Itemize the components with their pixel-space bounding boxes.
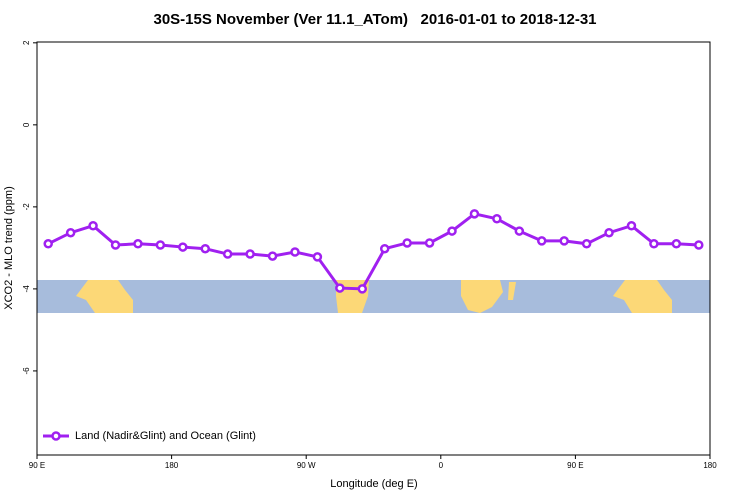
data-point xyxy=(424,238,435,248)
land-africa xyxy=(613,280,672,313)
data-point xyxy=(402,238,412,248)
data-point xyxy=(357,284,368,294)
y-tick-label: -4 xyxy=(22,285,31,293)
data-point xyxy=(626,220,637,231)
ocean-strip xyxy=(37,280,710,313)
x-tick-label: 180 xyxy=(703,461,717,470)
data-point xyxy=(469,209,480,219)
data-point xyxy=(671,239,682,249)
y-tick-label: -6 xyxy=(22,367,31,375)
data-point xyxy=(290,247,300,257)
data-point xyxy=(379,243,390,254)
y-tick-label: 2 xyxy=(22,40,31,45)
x-axis-label: Longitude (deg E) xyxy=(330,478,417,490)
y-tick-label: 0 xyxy=(22,122,31,127)
legend-label: Land (Nadir&Glint) and Ocean (Glint) xyxy=(75,430,256,442)
data-point xyxy=(65,227,76,238)
x-tick-label: 90 E xyxy=(29,461,45,470)
data-point xyxy=(245,249,255,259)
data-point xyxy=(133,239,143,249)
y-tick-label: -2 xyxy=(22,203,31,211)
land-africa xyxy=(76,280,133,313)
y-axis-label: XCO2 - MLO trend (ppm) xyxy=(3,186,15,309)
data-point xyxy=(200,243,210,254)
data-point xyxy=(267,251,278,261)
data-point xyxy=(604,227,614,238)
data-point xyxy=(43,239,53,249)
x-tick-label: 0 xyxy=(439,461,444,470)
land-new-zealand xyxy=(508,282,516,300)
data-point xyxy=(514,226,525,236)
data-point xyxy=(178,242,188,252)
data-point xyxy=(335,283,345,293)
land-australia xyxy=(461,280,503,313)
series-line xyxy=(47,212,699,291)
data-point xyxy=(447,226,457,236)
data-point xyxy=(492,214,502,224)
x-tick-label: 90 E xyxy=(567,461,583,470)
x-tick-label: 90 W xyxy=(297,461,316,470)
data-point xyxy=(537,236,547,246)
legend-marker xyxy=(51,431,61,441)
data-point xyxy=(88,220,98,231)
data-point xyxy=(155,240,166,250)
chart-title: 30S-15S November (Ver 11.1_ATom) 2016-01… xyxy=(153,11,596,28)
data-point xyxy=(559,236,569,246)
data-point xyxy=(110,240,121,250)
data-point xyxy=(312,252,323,262)
data-point xyxy=(649,239,659,249)
land-ocean-map xyxy=(37,280,710,313)
data-point xyxy=(222,249,233,259)
data-point xyxy=(581,239,592,249)
x-tick-label: 180 xyxy=(165,461,179,470)
plot-frame xyxy=(36,41,711,456)
data-point xyxy=(694,240,704,250)
